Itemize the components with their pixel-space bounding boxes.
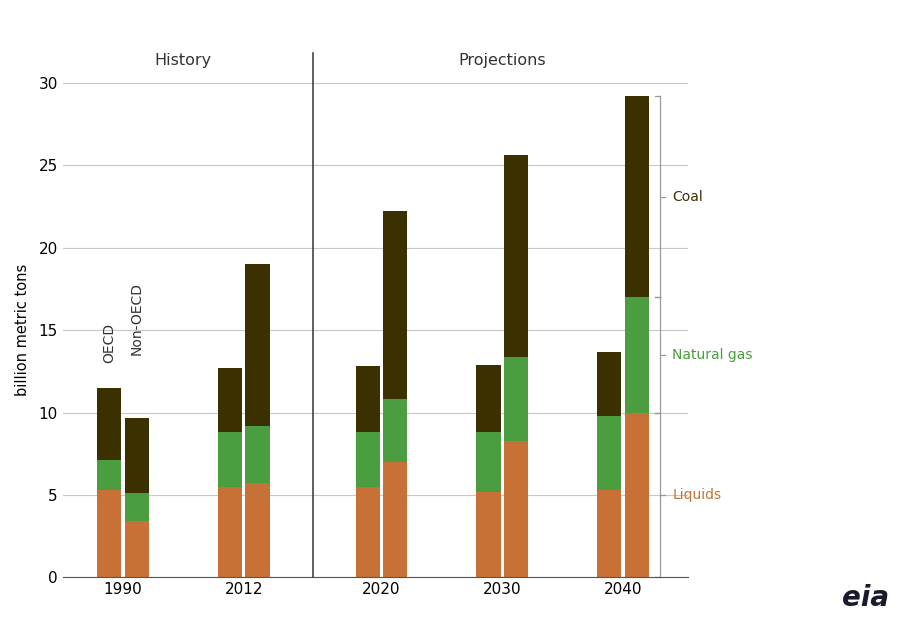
- Bar: [218, 487, 242, 577]
- Text: Non-OECD: Non-OECD: [130, 282, 144, 355]
- Bar: [383, 211, 407, 399]
- Text: Coal: Coal: [673, 190, 703, 204]
- Bar: [504, 357, 528, 441]
- Bar: [97, 388, 121, 461]
- Bar: [245, 483, 270, 577]
- Bar: [597, 490, 621, 577]
- Bar: [477, 365, 501, 433]
- Text: eia: eia: [842, 583, 889, 612]
- Bar: [477, 433, 501, 492]
- Text: History: History: [155, 53, 212, 68]
- Bar: [625, 297, 649, 413]
- Bar: [383, 399, 407, 462]
- Y-axis label: billion metric tons: billion metric tons: [15, 264, 30, 396]
- Bar: [356, 366, 380, 433]
- Bar: [124, 417, 149, 493]
- Text: OECD: OECD: [102, 323, 116, 363]
- Bar: [97, 490, 121, 577]
- Text: Liquids: Liquids: [673, 488, 721, 502]
- Bar: [625, 96, 649, 297]
- Bar: [218, 368, 242, 433]
- Bar: [356, 433, 380, 487]
- Text: Projections: Projections: [458, 53, 546, 68]
- Bar: [97, 461, 121, 490]
- Bar: [597, 416, 621, 490]
- Bar: [504, 441, 528, 577]
- Bar: [504, 155, 528, 357]
- Bar: [477, 492, 501, 577]
- Text: Natural gas: Natural gas: [673, 348, 753, 362]
- Bar: [245, 426, 270, 483]
- Bar: [356, 487, 380, 577]
- Bar: [124, 521, 149, 577]
- Bar: [218, 433, 242, 487]
- Bar: [597, 352, 621, 416]
- Bar: [245, 264, 270, 426]
- Bar: [124, 493, 149, 521]
- Bar: [625, 413, 649, 577]
- Bar: [383, 462, 407, 577]
